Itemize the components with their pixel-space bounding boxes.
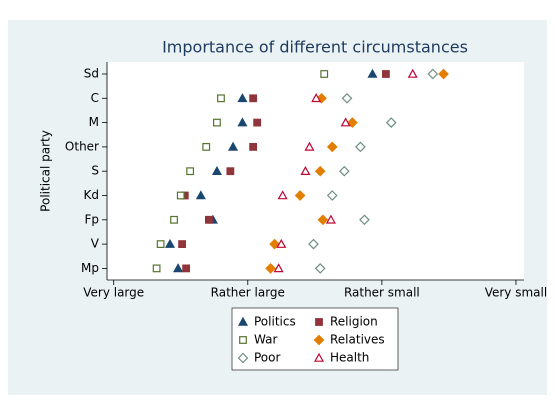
data-point	[217, 94, 225, 103]
data-point	[304, 141, 315, 151]
legend-marker	[239, 336, 247, 344]
y-tick-label: Kd	[84, 188, 100, 202]
x-tick-label: Very small	[485, 286, 547, 300]
data-point	[211, 165, 222, 175]
data-point	[156, 240, 165, 249]
data-point	[205, 215, 213, 224]
data-point	[314, 263, 326, 274]
data-point	[195, 190, 206, 200]
data-point	[300, 165, 311, 175]
data-point	[320, 70, 329, 78]
y-tick-label: Fp	[84, 212, 99, 226]
data-point	[249, 94, 258, 103]
legend-label: Politics	[254, 315, 296, 329]
data-point	[367, 68, 378, 78]
legend-marker	[315, 318, 323, 326]
data-point	[253, 118, 262, 127]
data-point	[276, 238, 287, 248]
data-point	[347, 117, 358, 128]
data-point	[226, 167, 235, 176]
legend-label: Religion	[330, 315, 378, 329]
y-tick-label: Sd	[84, 67, 99, 81]
data-point	[213, 118, 221, 127]
x-tick-label: Very large	[83, 286, 144, 300]
data-point	[340, 117, 351, 127]
data-point	[265, 263, 276, 274]
y-tick-label: V	[91, 237, 100, 251]
y-tick-label: Mp	[81, 261, 99, 275]
data-point	[294, 190, 306, 201]
data-point	[381, 70, 390, 78]
data-point	[407, 68, 418, 78]
y-tick-label: S	[91, 164, 99, 178]
data-point	[182, 264, 191, 273]
data-point	[314, 165, 326, 177]
data-point	[273, 263, 284, 273]
chart-title: Importance of different circumstances	[162, 38, 468, 57]
legend-label: Relatives	[330, 333, 385, 347]
data-point	[237, 117, 248, 127]
data-point	[438, 68, 449, 80]
data-point	[249, 143, 258, 151]
data-point	[341, 92, 353, 104]
y-tick-label: C	[91, 91, 99, 105]
legend	[231, 307, 399, 371]
legend-label: Poor	[254, 351, 280, 365]
data-point	[338, 165, 350, 177]
data-point	[311, 93, 322, 103]
y-tick-label: Other	[65, 139, 99, 153]
x-tick-label: Rather large	[211, 286, 285, 300]
data-point	[176, 191, 185, 200]
data-point	[173, 263, 184, 273]
x-tick-label: Rather small	[344, 286, 420, 300]
y-axis-label: Political party	[39, 130, 53, 212]
data-point	[326, 190, 338, 201]
data-point	[152, 264, 161, 273]
legend-marker	[313, 334, 325, 346]
data-point	[164, 238, 176, 248]
data-point	[308, 238, 319, 250]
data-point	[237, 93, 248, 103]
data-point	[170, 215, 178, 224]
data-point	[269, 238, 280, 250]
legend-marker	[313, 352, 325, 362]
data-point	[359, 214, 370, 226]
data-point	[427, 68, 439, 80]
legend-marker	[237, 316, 249, 326]
legend-label: War	[254, 333, 277, 347]
data-point	[355, 141, 366, 153]
data-point	[317, 214, 329, 226]
data-point	[228, 141, 239, 151]
data-point	[202, 143, 211, 151]
data-point	[277, 190, 288, 200]
legend-label: Health	[330, 351, 369, 365]
y-tick-label: M	[89, 115, 99, 129]
data-point	[326, 141, 338, 153]
data-point	[178, 240, 186, 249]
data-point	[186, 167, 195, 176]
data-point	[325, 214, 336, 224]
legend-marker	[237, 352, 249, 364]
data-point	[385, 117, 397, 128]
